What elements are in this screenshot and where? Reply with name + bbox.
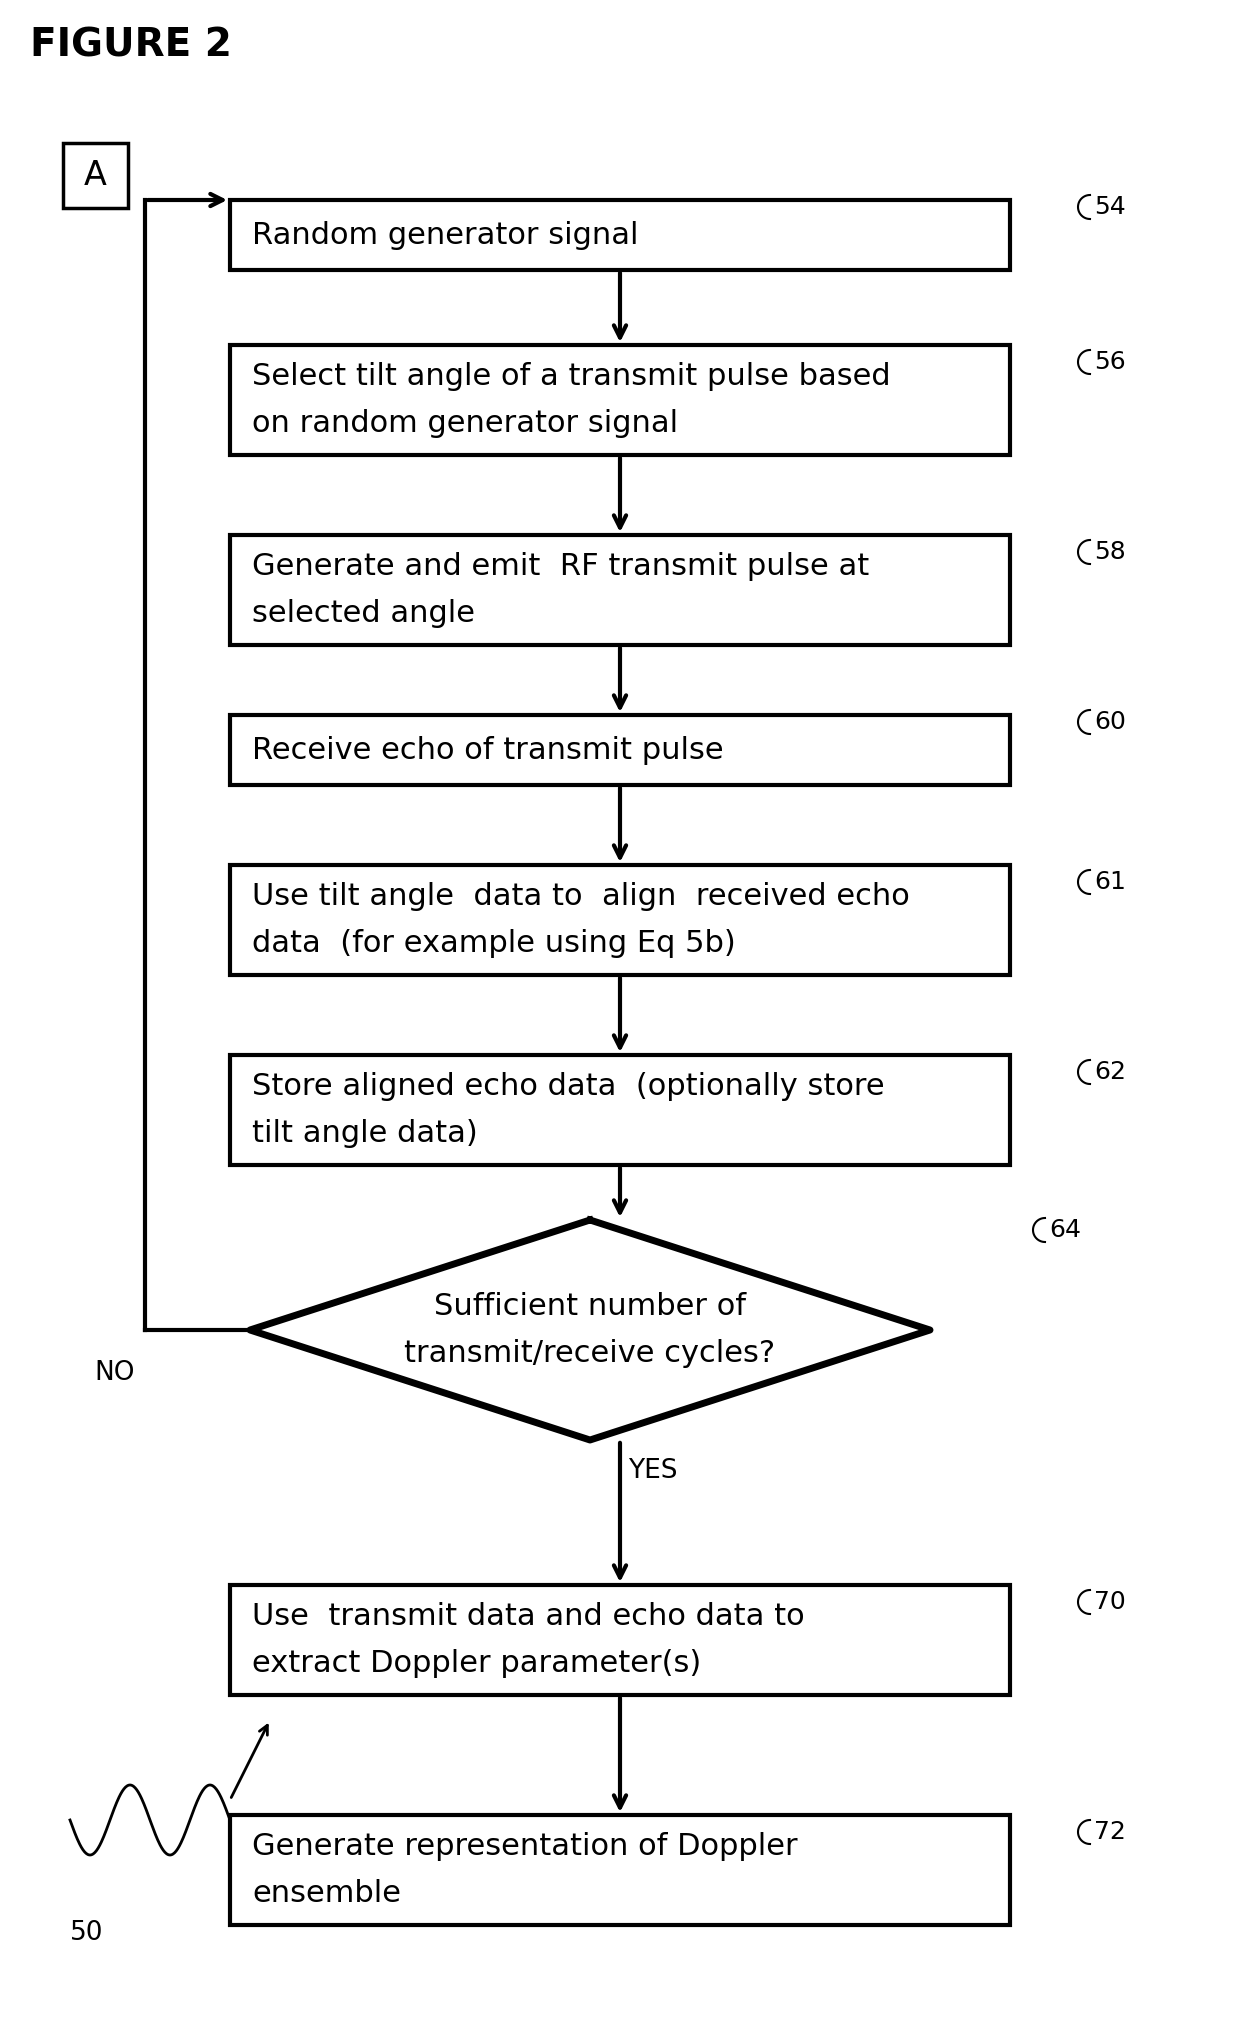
Bar	[229, 714, 1011, 786]
Text: 70: 70	[1094, 1589, 1126, 1614]
Text: 60: 60	[1094, 710, 1126, 735]
Text: Use tilt angle  data to  align  received echo
data  (for example using Eq 5b): Use tilt angle data to align received ec…	[252, 881, 910, 958]
Text: Receive echo of transmit pulse: Receive echo of transmit pulse	[252, 735, 724, 765]
Text: Sufficient number of
transmit/receive cycles?: Sufficient number of transmit/receive cy…	[404, 1292, 775, 1368]
Bar	[229, 1054, 1011, 1164]
Bar	[229, 199, 1011, 271]
Text: NO: NO	[94, 1359, 135, 1386]
Polygon shape	[250, 1221, 930, 1441]
Text: 64: 64	[1049, 1219, 1081, 1241]
Text: YES: YES	[627, 1457, 677, 1484]
Text: Random generator signal: Random generator signal	[252, 220, 639, 250]
Text: Generate and emit  RF transmit pulse at
selected angle: Generate and emit RF transmit pulse at s…	[252, 551, 869, 629]
Text: 56: 56	[1094, 350, 1126, 374]
Bar	[62, 142, 128, 208]
Text: 58: 58	[1094, 539, 1126, 564]
Text: Generate representation of Doppler
ensemble: Generate representation of Doppler ensem…	[252, 1832, 797, 1909]
Text: 61: 61	[1094, 871, 1126, 893]
Bar	[229, 1815, 1011, 1925]
Text: 72: 72	[1094, 1819, 1126, 1844]
Text: 54: 54	[1094, 195, 1126, 220]
Text: Select tilt angle of a transmit pulse based
on random generator signal: Select tilt angle of a transmit pulse ba…	[252, 362, 890, 438]
Text: 50: 50	[69, 1919, 103, 1945]
Text: FIGURE 2: FIGURE 2	[30, 26, 232, 63]
Text: 62: 62	[1094, 1060, 1126, 1085]
Bar	[229, 1585, 1011, 1695]
Bar	[229, 535, 1011, 645]
Text: A: A	[83, 159, 107, 191]
Bar	[229, 346, 1011, 456]
Bar	[229, 865, 1011, 975]
Text: Store aligned echo data  (optionally store
tilt angle data): Store aligned echo data (optionally stor…	[252, 1072, 884, 1148]
Text: Use  transmit data and echo data to
extract Doppler parameter(s): Use transmit data and echo data to extra…	[252, 1602, 805, 1679]
